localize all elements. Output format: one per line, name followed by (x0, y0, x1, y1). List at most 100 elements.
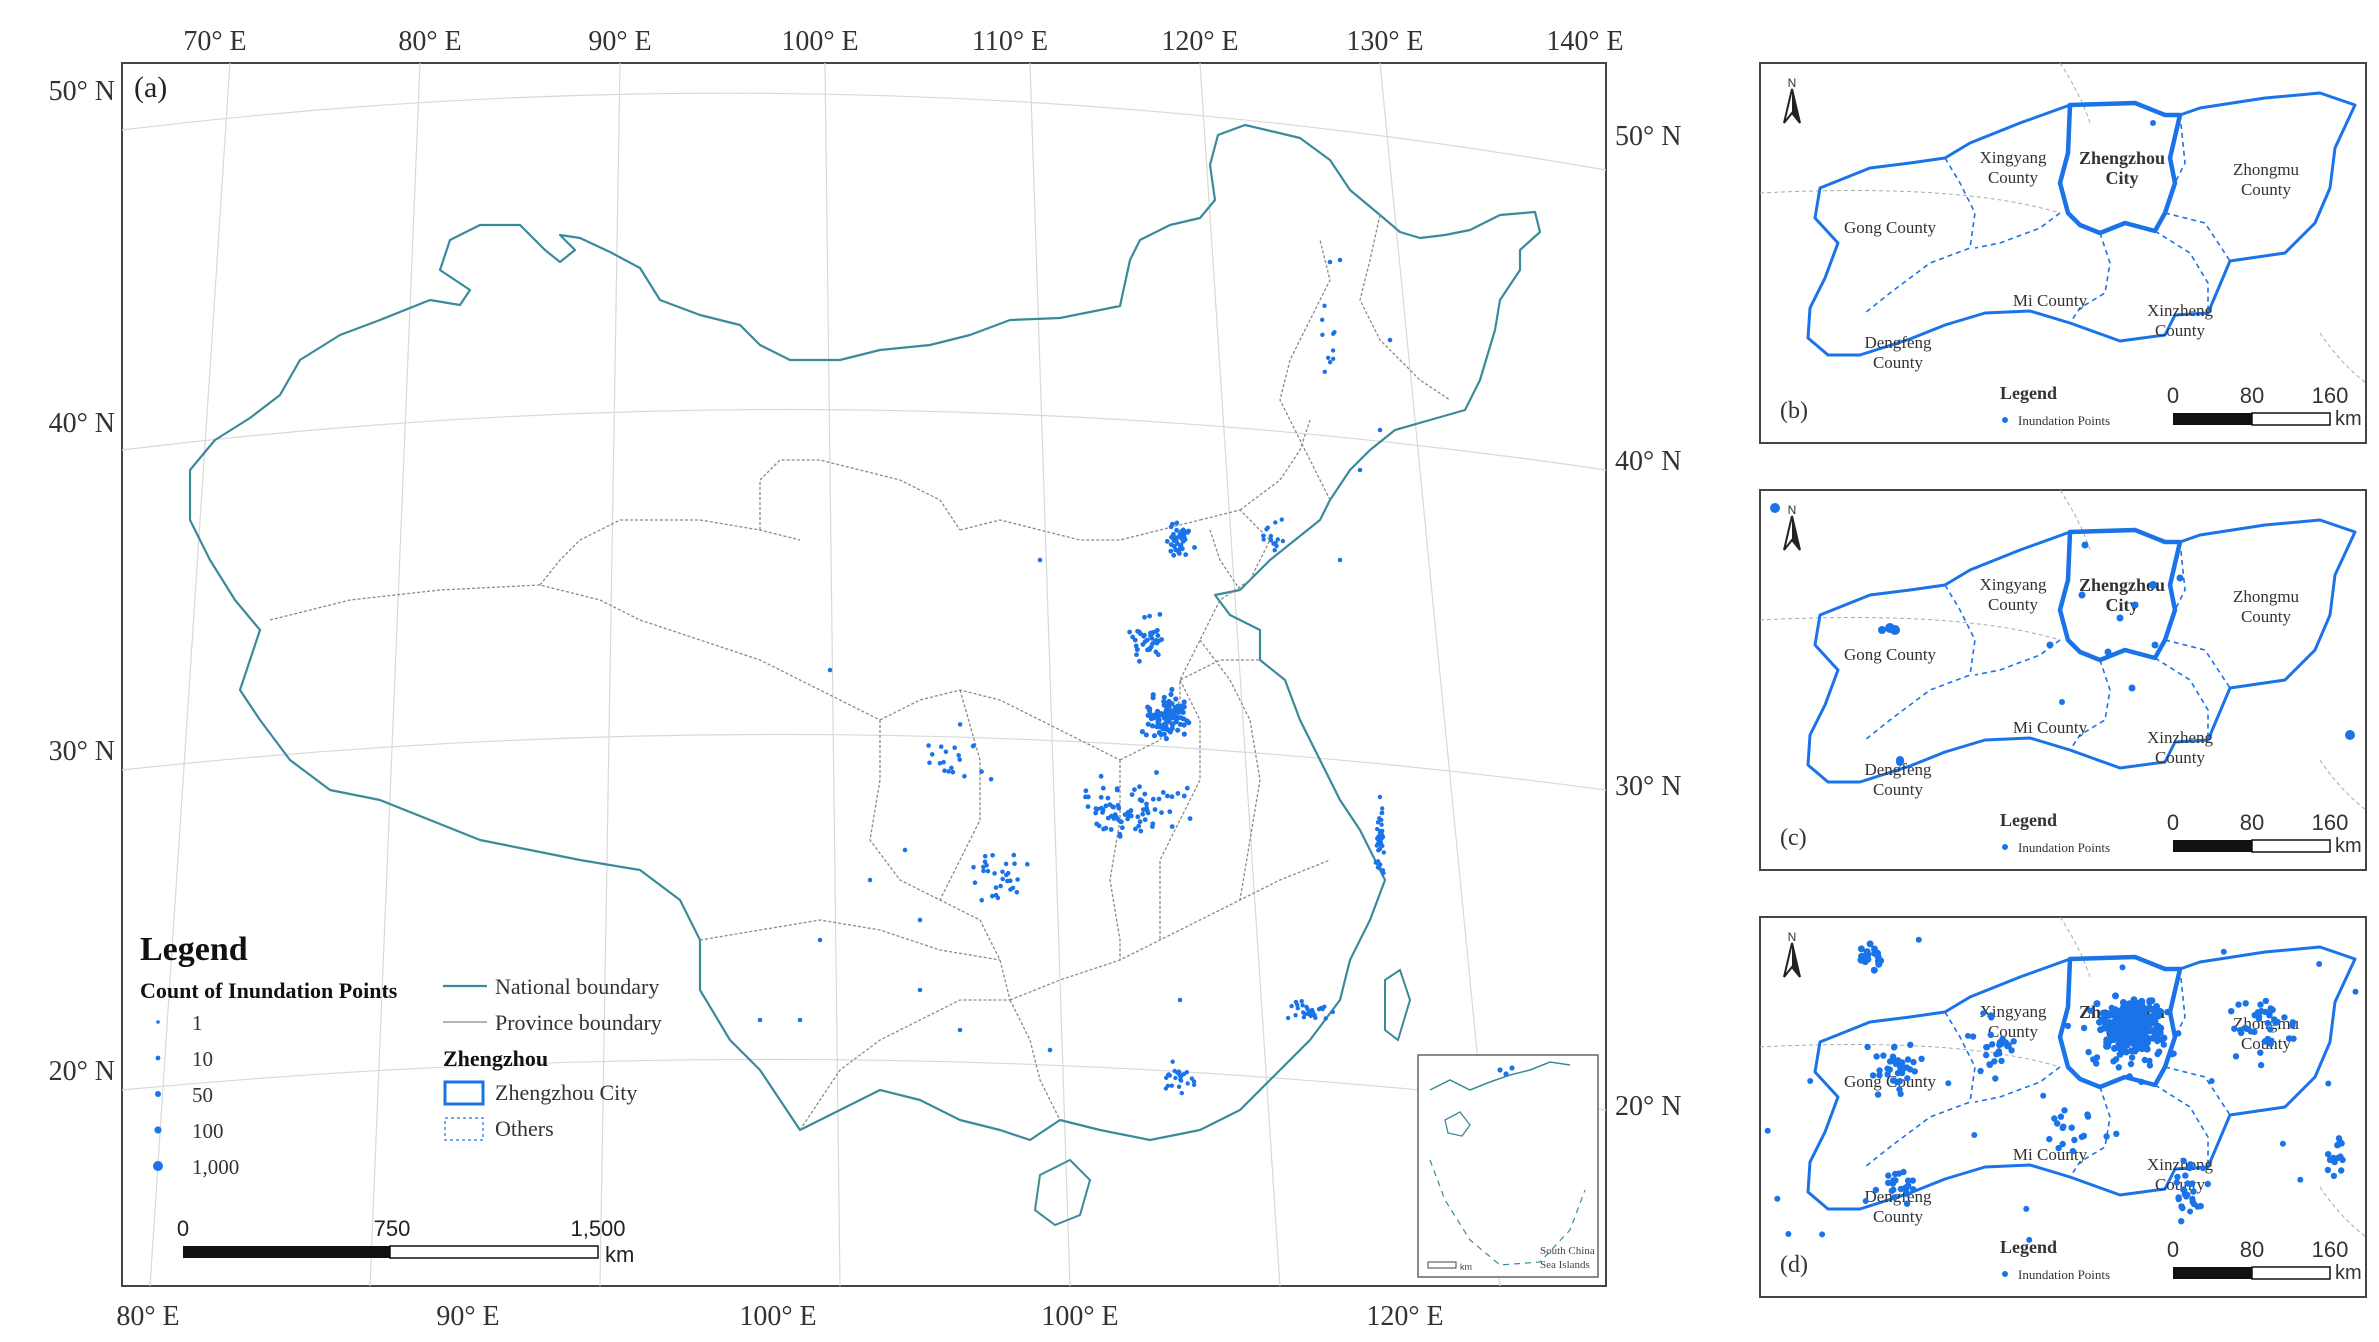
zz-legend-item: Inundation Points (2018, 1267, 2110, 1282)
inundation-point (2046, 1135, 2053, 1143)
inundation-point (2131, 601, 2139, 609)
legend-dot-10 (155, 1055, 161, 1061)
inundation-point (1377, 830, 1383, 835)
inundation-point (1178, 715, 1184, 721)
inundation-point (1785, 1231, 1792, 1237)
inundation-point (2100, 1010, 2108, 1018)
inundation-point (1357, 467, 1363, 473)
zz-scale-tick: 160 (2312, 810, 2349, 835)
others-label: Others (495, 1116, 554, 1141)
inundation-point (2179, 1204, 2186, 1212)
inundation-point (1141, 633, 1147, 639)
inundation-point (1379, 810, 1384, 816)
zz-inundation-points (1764, 936, 2359, 1243)
inundation-point (1330, 1009, 1336, 1015)
inundation-point (1885, 1172, 1892, 1179)
right-lat-label: 40° N (1615, 446, 1681, 477)
inundation-point (982, 853, 988, 859)
inundation-point (1142, 817, 1148, 823)
inundation-point (2093, 1054, 2101, 1061)
inundation-point (2138, 1032, 2145, 1040)
legend-dot-1 (156, 1020, 160, 1024)
inundation-point (1105, 815, 1111, 821)
inundation-point (2059, 699, 2065, 705)
inundation-point (1862, 1198, 1869, 1204)
inundation-point (2190, 1200, 2198, 1208)
inundation-point (1085, 804, 1091, 809)
inundation-point (1164, 1075, 1169, 1081)
inundation-point (1163, 1086, 1169, 1091)
zz-county-boundary (2154, 1084, 2209, 1167)
zz-county-boundary (1864, 1011, 1976, 1168)
right-lat-label: 50° N (1615, 121, 1681, 152)
inundation-point (2051, 1115, 2058, 1122)
inundation-point (1145, 721, 1151, 727)
north-arrow-fill (1792, 89, 1800, 123)
inundation-point (2112, 1056, 2120, 1063)
inundation-point (1137, 819, 1143, 825)
inundation-point (1161, 711, 1167, 717)
right-lat-label: 20° N (1615, 1091, 1681, 1122)
zhengzhou-heading: Zhengzhou (443, 1046, 548, 1071)
bottom-lon-label: 90° E (436, 1301, 499, 1332)
zz-scale-tick: 0 (2167, 383, 2179, 408)
inundation-point (1169, 1083, 1175, 1088)
inundation-point (1375, 826, 1380, 832)
inundation-point (1377, 816, 1382, 821)
inundation-point (1155, 711, 1161, 718)
inundation-point (1892, 1177, 1899, 1184)
taiwan-island (1384, 968, 1412, 1042)
inundation-point (1093, 810, 1099, 816)
inundation-point (2289, 1022, 2296, 1029)
zz-legend-item: Inundation Points (2018, 413, 2110, 428)
national-boundary (188, 123, 1542, 1142)
inundation-point (1008, 878, 1013, 884)
bottom-lon-label: 120° E (1366, 1301, 1443, 1332)
inundation-point (2064, 1022, 2072, 1030)
inundation-point (1864, 1043, 1871, 1051)
inundation-point (1047, 1047, 1053, 1053)
inundation-point (1014, 889, 1020, 895)
zz-scale-tick: 160 (2312, 383, 2349, 408)
inundation-point (1135, 814, 1141, 820)
zz-scale-dark (2173, 413, 2252, 425)
district-label-dengfeng: County (1873, 780, 1924, 799)
inundation-point (1177, 547, 1182, 552)
inundation-point (1380, 868, 1386, 873)
inundation-point (1144, 637, 1150, 643)
inundation-point (1378, 838, 1383, 843)
inset-scale-bar (1427, 1261, 1457, 1269)
inundation-point (2144, 1038, 2152, 1046)
inundation-point (1150, 723, 1156, 729)
inundation-point (1316, 1007, 1322, 1012)
inundation-point (2106, 1027, 2113, 1035)
inundation-point (1964, 1032, 1971, 1039)
inundation-point (2126, 1007, 2133, 1015)
zz-scale-tick: 0 (2167, 810, 2179, 835)
district-label-xinzheng: County (2155, 321, 2206, 340)
inundation-point (2104, 1043, 2111, 1050)
inundation-point (2187, 1208, 2194, 1215)
inundation-point (1378, 862, 1383, 867)
zz-scale-tick: 160 (2312, 1237, 2349, 1262)
inundation-point (1191, 1082, 1197, 1088)
inundation-point (1261, 537, 1266, 542)
inundation-point (1903, 1200, 1911, 1207)
north-arrow-icon: N (1783, 503, 1801, 551)
inundation-point (2255, 1013, 2263, 1020)
scale-segment-light (389, 1245, 599, 1259)
inundation-point (1900, 1168, 1907, 1176)
inundation-point (956, 753, 961, 758)
inundation-point (1000, 876, 1005, 882)
inundation-point (2235, 1001, 2242, 1008)
zhengzhou-city-swatch (443, 1080, 485, 1106)
inundation-point (2181, 1191, 2188, 1198)
inundation-point (1163, 724, 1169, 730)
inundation-point (943, 749, 949, 755)
inundation-point (1183, 552, 1189, 557)
inundation-point (1098, 773, 1104, 779)
inundation-point (1313, 1015, 1318, 1020)
inundation-point (2150, 120, 2156, 126)
inundation-point (1285, 1015, 1291, 1021)
inundation-point (757, 1017, 763, 1023)
